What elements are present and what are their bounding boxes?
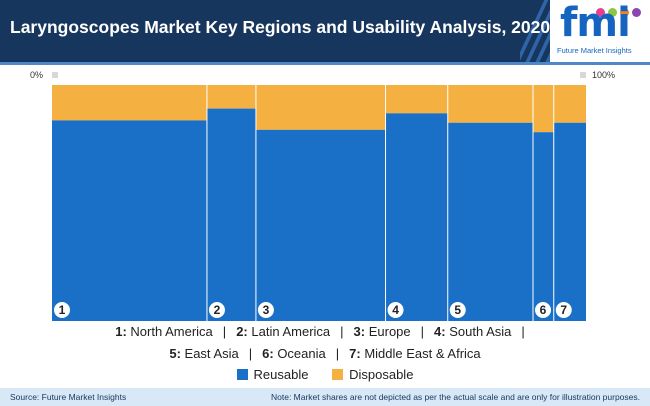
column-badge-5 <box>449 302 466 318</box>
region-key-5: 5: East Asia <box>169 346 239 361</box>
region-key-7: 7: Middle East & Africa <box>349 346 481 361</box>
region-key-row-1: 1: North America | 2: Latin America | 3: Eur… <box>115 324 525 339</box>
bar-disposable-2 <box>206 85 256 109</box>
bar-reusable-2 <box>206 108 256 321</box>
bar-reusable-7 <box>553 122 586 321</box>
fmi-logo: fmi Future Market Insights <box>550 0 650 62</box>
footer-source: Source: Future Market Insights <box>10 392 127 402</box>
series-legend: Reusable Disposable <box>0 367 650 382</box>
column-label-5: 5 <box>454 303 461 317</box>
bar-disposable-6 <box>533 85 554 133</box>
legend-item-disposable: Disposable <box>332 367 413 382</box>
column-badge-1 <box>54 302 70 318</box>
axis-tick-left <box>52 72 58 78</box>
bar-disposable-4 <box>385 85 448 114</box>
column-badge-4 <box>387 302 404 318</box>
region-key-3: 3: Europe <box>353 324 411 339</box>
column-label-3: 3 <box>263 303 270 317</box>
bar-reusable-4 <box>385 113 448 321</box>
axis-tick-right <box>580 72 586 78</box>
logo-text: fmi <box>560 0 631 46</box>
region-key-4: 4: South Asia <box>434 324 512 339</box>
region-key-1: 1: North America <box>115 324 213 339</box>
column-badge-3 <box>257 302 274 318</box>
column-badge-7 <box>555 302 572 318</box>
region-key-2: 2: Latin America <box>236 324 331 339</box>
bar-disposable-3 <box>255 85 386 130</box>
column-label-4: 4 <box>392 303 399 317</box>
bar-reusable-3 <box>255 129 386 321</box>
bar-disposable-1 <box>52 85 207 121</box>
column-label-1: 1 <box>59 303 66 317</box>
bar-reusable-1 <box>52 120 207 321</box>
region-key-row-2: 5: East Asia | 6: Oceania | 7: Middle East &… <box>169 346 481 361</box>
footer-bar: Source: Future Market Insights Note: Mar… <box>0 388 650 406</box>
header-rule <box>0 62 650 65</box>
axis-label-right: 100% <box>592 70 616 80</box>
bar-disposable-7 <box>553 85 586 123</box>
logo-subtitle: Future Market Insights <box>557 46 632 55</box>
bar-reusable-5 <box>447 122 534 321</box>
axis-label-left: 0% <box>30 70 44 80</box>
column-badge-2 <box>208 302 225 318</box>
chart-title: Laryngoscopes Market Key Regions and Usa… <box>10 17 551 37</box>
region-key-6: 6: Oceania <box>262 346 326 361</box>
header-banner: Laryngoscopes Market Key Regions and Usa… <box>0 0 650 62</box>
footer-note: Note: Market shares are not depicted as … <box>270 392 640 402</box>
bar-reusable-6 <box>533 132 554 321</box>
column-label-7: 7 <box>560 303 567 317</box>
column-label-6: 6 <box>540 303 547 317</box>
column-badge-6 <box>535 302 552 318</box>
bar-disposable-5 <box>447 85 534 123</box>
legend-item-reusable: Reusable <box>236 367 308 382</box>
legend-swatch-reusable <box>236 369 248 380</box>
column-label-2: 2 <box>214 303 221 317</box>
legend-swatch-disposable <box>332 369 344 380</box>
